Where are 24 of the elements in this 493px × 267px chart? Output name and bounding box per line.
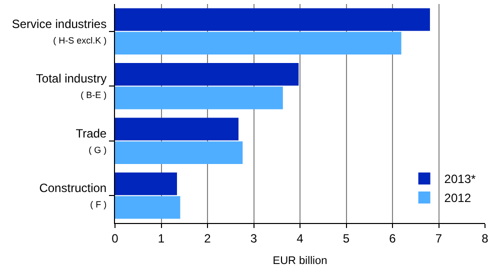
y-tick-label: Trade ( G ) bbox=[76, 126, 107, 155]
y-tick-label: Total industry ( B-E ) bbox=[36, 72, 107, 100]
legend-label: 2013* bbox=[444, 172, 476, 186]
x-axis-title: EUR billion bbox=[272, 255, 328, 267]
legend-label: 2012 bbox=[444, 191, 472, 206]
bar bbox=[115, 118, 238, 140]
x-tick-label: 6 bbox=[389, 231, 396, 246]
y-tick-label: Construction ( F ) bbox=[39, 181, 107, 210]
bar bbox=[115, 141, 243, 164]
x-tick-label: 3 bbox=[250, 231, 258, 246]
x-tick-label: 1 bbox=[158, 231, 165, 246]
x-tick-label: 7 bbox=[435, 231, 442, 246]
x-tick-label: 5 bbox=[342, 231, 350, 246]
x-tick-label: 2 bbox=[204, 231, 212, 246]
bar bbox=[115, 172, 177, 196]
bar bbox=[115, 8, 430, 31]
x-tick-label: 4 bbox=[296, 231, 304, 246]
y-tick-label: Service industries ( H-S excl.K ) bbox=[12, 16, 107, 46]
bar bbox=[115, 86, 283, 110]
bar bbox=[115, 63, 299, 86]
x-tick-label: 8 bbox=[482, 231, 489, 246]
bar bbox=[115, 196, 180, 219]
x-tick-label: 0 bbox=[112, 231, 119, 246]
bar bbox=[115, 32, 402, 54]
